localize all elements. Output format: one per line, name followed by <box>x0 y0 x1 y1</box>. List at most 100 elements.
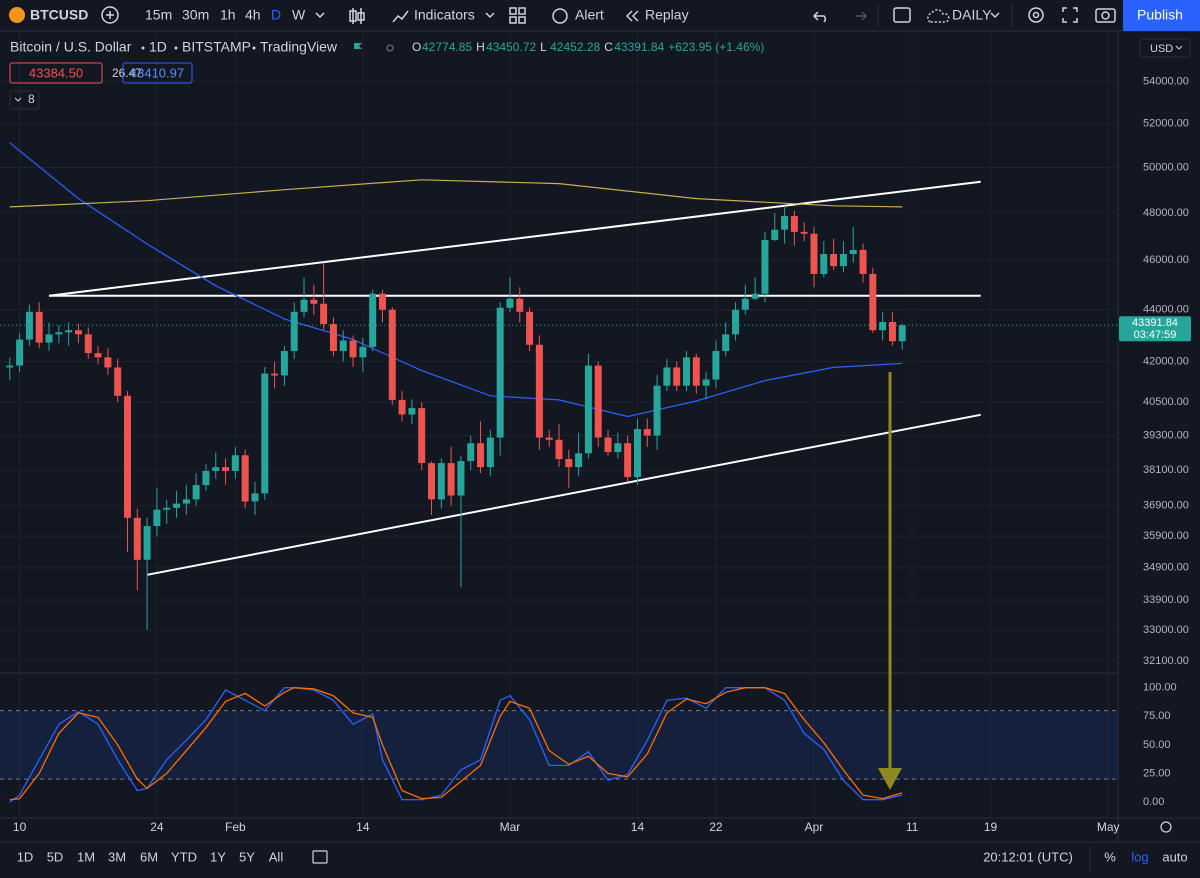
indicators-dropdown[interactable] <box>485 12 495 19</box>
candle-body <box>271 373 279 376</box>
interval[interactable]: 30m <box>182 7 209 23</box>
x-tick-label: Mar <box>500 820 521 834</box>
candle-body <box>692 357 700 386</box>
interval[interactable]: W <box>292 7 306 23</box>
auto-toggle[interactable]: auto <box>1162 849 1187 864</box>
clock[interactable]: 20:12:01 (UTC) <box>983 849 1073 864</box>
cloud-icon <box>927 9 950 23</box>
range-button[interactable]: All <box>269 849 284 864</box>
interval[interactable]: 15m <box>145 7 172 23</box>
toggle-chevron <box>14 97 22 102</box>
y-tick-label: 40500.00 <box>1143 396 1189 408</box>
trendline <box>146 413 981 576</box>
currency-selector[interactable] <box>1139 38 1191 58</box>
symbol[interactable]: BTCUSD <box>30 7 88 23</box>
publish-button[interactable] <box>1123 0 1200 31</box>
interval[interactable]: 1h <box>220 7 236 23</box>
candle-body <box>300 299 308 312</box>
bid[interactable]: 43384.50 <box>29 65 83 80</box>
snapshot-button[interactable] <box>1095 8 1116 23</box>
currency-label[interactable]: USD <box>1150 43 1173 55</box>
ohlc-value: 43391.84 <box>614 40 664 54</box>
candle-body <box>673 367 681 386</box>
candle-body <box>153 509 161 527</box>
candle-body <box>722 334 730 352</box>
interval-active[interactable]: D <box>271 7 281 23</box>
candle-body <box>349 340 357 358</box>
range-button[interactable]: 6M <box>140 849 158 864</box>
last-price-label: 43391.84 <box>1132 317 1178 329</box>
ohlc-value: 43450.72 <box>486 40 536 54</box>
candle-body <box>702 379 710 386</box>
bottom-bar: 20:12:01 (UTC) % log auto 1D 5D 1M 3M 6M YTD 1… <box>17 821 1188 872</box>
range-button[interactable]: 5D <box>47 849 64 864</box>
range-button[interactable]: 1Y <box>210 849 226 864</box>
interval-dropdown[interactable] <box>315 12 325 19</box>
candle-body <box>398 399 406 415</box>
y-tick-label: 34900.00 <box>1143 562 1189 574</box>
candle-body <box>624 443 632 478</box>
y-tick-label: 100.00 <box>1143 682 1177 694</box>
y-tick-label: 54000.00 <box>1143 76 1189 88</box>
candle-body <box>428 463 436 500</box>
candle-body <box>712 351 720 380</box>
candle-body <box>575 453 583 468</box>
redo-button[interactable] <box>856 11 868 21</box>
range-button[interactable]: 5Y <box>239 849 255 864</box>
ohlc-label: H <box>476 40 485 54</box>
layout-button[interactable] <box>893 7 911 23</box>
candle-body <box>173 503 181 508</box>
candle-body <box>45 334 53 343</box>
undo-button[interactable] <box>812 11 827 23</box>
legend: Bitcoin / U.S. Dollar 1D BITSTAMP Tradin… <box>9 39 764 110</box>
candle-body <box>888 321 896 342</box>
plot-area: 10 24 Feb 14 Mar 14 22 Apr 11 19 May 32100.00 33000.… <box>0 32 1191 834</box>
axis-settings[interactable] <box>1160 821 1172 833</box>
y-tick-label: 50000.00 <box>1143 161 1189 173</box>
range-button[interactable]: 1M <box>77 849 95 864</box>
layout-dropdown[interactable] <box>990 12 1000 19</box>
candle-body <box>104 357 112 368</box>
replay-button[interactable]: Replay <box>645 7 689 23</box>
candle-body <box>633 429 641 478</box>
range-button[interactable]: YTD <box>171 849 197 864</box>
market-status <box>354 43 362 49</box>
log-toggle[interactable]: log <box>1131 849 1148 864</box>
hidden-count[interactable]: 8 <box>28 92 35 106</box>
candle-body <box>25 311 33 340</box>
candle-body <box>506 298 514 308</box>
publish-label[interactable]: Publish <box>1137 7 1183 23</box>
range-button[interactable]: 1D <box>17 849 34 864</box>
candle-body <box>790 215 798 232</box>
layout-name[interactable]: DAILY <box>952 7 992 23</box>
date-range-button[interactable] <box>312 850 328 864</box>
range-button[interactable]: 3M <box>108 849 126 864</box>
x-tick-label: 11 <box>906 820 919 834</box>
percent-toggle[interactable]: % <box>1104 849 1116 864</box>
candle-body <box>526 311 534 345</box>
alert-button[interactable]: Alert <box>575 7 604 23</box>
interval[interactable]: 4h <box>245 7 261 23</box>
templates-button[interactable] <box>509 7 526 24</box>
ask[interactable]: 43410.97 <box>130 65 184 80</box>
bid-box[interactable] <box>9 62 103 84</box>
candle-body <box>192 485 200 500</box>
candle-body <box>94 353 102 358</box>
chart-type-button[interactable] <box>349 8 365 24</box>
candle-body <box>16 339 24 366</box>
indicators-toggle[interactable] <box>9 90 40 110</box>
candle-body <box>133 517 141 560</box>
settings-button[interactable] <box>1028 7 1044 23</box>
candle-body <box>751 293 759 299</box>
moving-average <box>9 142 903 418</box>
market-icon <box>386 44 394 52</box>
candle-body <box>369 293 377 347</box>
fullscreen-button[interactable] <box>1062 7 1078 23</box>
indicators-button[interactable]: Indicators <box>414 7 475 23</box>
candle-body <box>222 467 230 471</box>
spread: 26.47 <box>112 66 142 80</box>
y-tick-label: 75.00 <box>1143 710 1171 722</box>
candle-body <box>359 346 367 358</box>
compare-button[interactable] <box>101 6 119 24</box>
ask-box[interactable] <box>122 62 193 84</box>
